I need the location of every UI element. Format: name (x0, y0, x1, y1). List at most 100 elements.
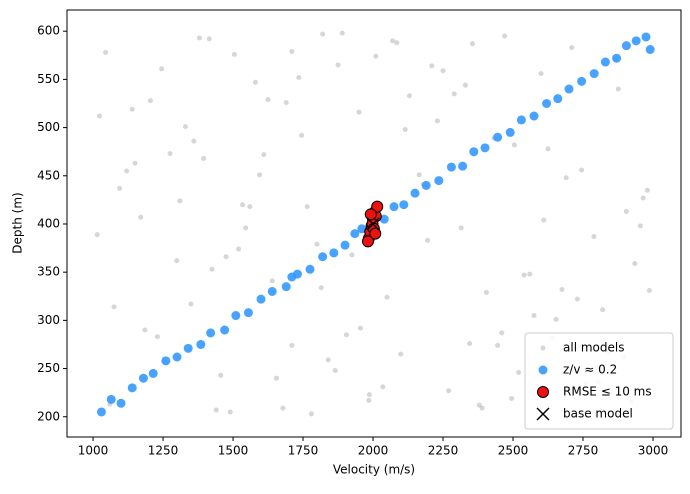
point (541, 217, 547, 223)
point (366, 392, 372, 398)
x-stroke (366, 217, 380, 231)
point (371, 200, 384, 213)
point (538, 71, 544, 77)
point (138, 373, 148, 383)
point (231, 51, 237, 57)
point (96, 407, 106, 417)
point (458, 161, 468, 171)
point (218, 372, 224, 378)
y-tick-label: 450 (37, 168, 60, 182)
point (394, 40, 400, 46)
legend: all models z/v ≈ 0.2 RMSE ≤ 10 ms base mode… (524, 332, 674, 430)
point (296, 74, 302, 80)
point (469, 147, 479, 157)
x-stroke (536, 407, 550, 421)
point (434, 176, 444, 186)
x-marker (536, 407, 550, 421)
point (640, 195, 646, 201)
point (299, 132, 305, 138)
point (191, 138, 197, 144)
point (281, 282, 291, 292)
point (406, 93, 412, 99)
point (390, 38, 396, 44)
point (339, 30, 345, 36)
point (483, 289, 489, 295)
point (589, 69, 599, 79)
point (646, 287, 652, 293)
point (111, 304, 117, 310)
point (458, 225, 464, 231)
point (267, 286, 277, 296)
x-tick-label: 2250 (428, 444, 459, 458)
point (188, 301, 194, 307)
point (631, 36, 641, 46)
point (257, 172, 263, 178)
point (531, 313, 537, 319)
point (527, 271, 533, 277)
y-tick-label: 250 (37, 361, 60, 375)
point (434, 118, 440, 124)
point (373, 53, 379, 59)
point (308, 411, 314, 417)
point (154, 334, 160, 340)
point (480, 143, 490, 153)
point (553, 316, 559, 322)
point (183, 343, 193, 353)
point (318, 252, 328, 262)
point (318, 285, 324, 291)
point (96, 113, 102, 119)
point (399, 200, 409, 210)
legend-label: base model (563, 407, 633, 421)
y-tick-label: 600 (37, 24, 60, 38)
point (236, 246, 242, 252)
point (621, 41, 631, 51)
y-tick-label: 550 (37, 72, 60, 86)
point (138, 214, 144, 220)
point (421, 180, 431, 190)
point (127, 383, 137, 393)
point (600, 57, 610, 67)
point (632, 261, 638, 267)
point (177, 198, 183, 204)
point (564, 84, 574, 94)
point (384, 294, 390, 300)
point (320, 31, 326, 37)
point (206, 36, 212, 42)
legend-label: all models (563, 341, 624, 355)
x-axis-label: Velocity (m/s) (333, 463, 415, 477)
point (106, 394, 116, 404)
point (493, 132, 503, 142)
point (615, 86, 621, 92)
point (476, 402, 482, 408)
point (116, 398, 126, 408)
point (538, 365, 548, 375)
point (117, 185, 123, 191)
point (201, 155, 207, 161)
point (612, 53, 622, 63)
point (357, 224, 367, 234)
point (265, 97, 271, 103)
point (499, 330, 505, 336)
point (469, 41, 475, 47)
x-tick-label: 3000 (638, 444, 669, 458)
point (335, 62, 341, 68)
point (289, 342, 295, 348)
point (600, 307, 606, 313)
point (402, 127, 408, 133)
point (314, 241, 320, 247)
point (147, 98, 153, 104)
point (124, 168, 130, 174)
x-tick-label: 1000 (78, 444, 109, 458)
point (287, 272, 297, 282)
point (540, 345, 546, 351)
point (529, 111, 539, 121)
point (132, 160, 138, 166)
point (591, 234, 597, 240)
point (553, 94, 563, 104)
point (103, 49, 109, 55)
point (196, 35, 202, 41)
x-tick-label: 1250 (148, 444, 179, 458)
point (637, 223, 643, 229)
point (213, 407, 219, 413)
point (247, 204, 253, 210)
